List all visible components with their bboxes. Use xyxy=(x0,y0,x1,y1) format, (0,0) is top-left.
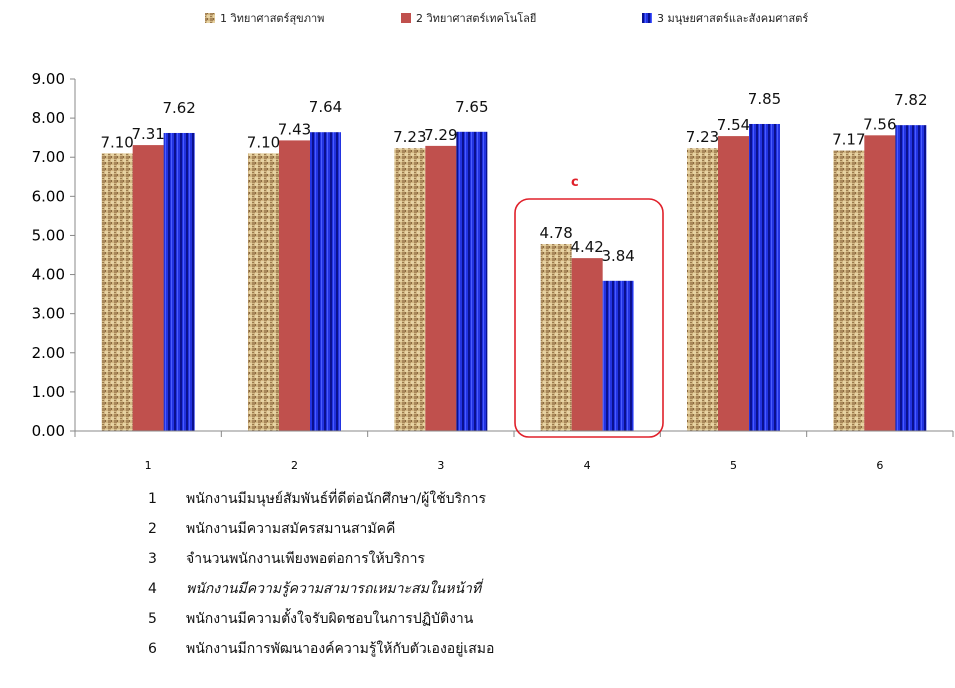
bars xyxy=(101,123,927,432)
y-tick-label: 5.00 xyxy=(32,226,65,244)
bar-series-1-cat-4 xyxy=(540,244,572,431)
data-label: 7.65 xyxy=(455,98,488,116)
y-axis: 0.00 1.00 2.00 3.00 4.00 5.00 6.00 7.00 8.00 9.00 xyxy=(32,70,76,440)
note-4: 4 พนักงานมีความรู้ความสามารถเหมาะสมในหน้า… xyxy=(148,576,494,606)
note-text: พนักงานมีการพัฒนาองค์ความรู้ให้กับตัวเอง… xyxy=(186,641,495,657)
y-tick-label: 4.00 xyxy=(32,266,65,284)
x-axis: 1 2 3 4 5 6 xyxy=(74,430,954,472)
bar-series-3-cat-6 xyxy=(895,125,927,431)
x-category-label: 5 xyxy=(730,459,737,472)
x-category-label: 4 xyxy=(584,459,591,472)
bar-series-2-cat-1 xyxy=(132,145,164,431)
highlight-label: c xyxy=(571,175,579,190)
data-label: 7.29 xyxy=(424,126,457,144)
bar-series-2-cat-6 xyxy=(864,135,896,431)
data-labels: 7.10 7.10 7.23 4.78 7.23 7.17 7.31 7.43 7.29 4.42… xyxy=(100,90,927,265)
note-num: 1 xyxy=(148,491,157,507)
note-text: พนักงานมีความสมัครสมานสามัคคี xyxy=(186,521,396,537)
data-label: 7.17 xyxy=(832,131,865,149)
bar-series-1-cat-6 xyxy=(833,150,865,431)
bar-series-3-cat-2 xyxy=(310,132,341,432)
y-tick-label: 3.00 xyxy=(32,305,65,323)
data-label: 7.62 xyxy=(162,99,195,117)
bar-series-2-cat-3 xyxy=(425,145,457,431)
y-tick-label: 1.00 xyxy=(32,383,65,401)
bar-series-1-cat-5 xyxy=(687,148,718,431)
bar-series-2-cat-2 xyxy=(279,140,310,431)
note-5: 5 พนักงานมีความตั้งใจรับผิดชอบในการปฏิบัต… xyxy=(148,606,494,636)
note-2: 2 พนักงานมีความสมัครสมานสามัคคี xyxy=(148,516,494,546)
data-label: 3.84 xyxy=(601,247,634,265)
note-num: 5 xyxy=(148,611,157,627)
y-tick-label: 8.00 xyxy=(32,109,65,127)
data-label: 7.56 xyxy=(863,115,896,133)
note-num: 6 xyxy=(148,641,157,657)
bar-series-1-cat-1 xyxy=(101,153,133,432)
data-label: 7.85 xyxy=(748,90,781,108)
bar-series-3-cat-4 xyxy=(602,280,634,431)
data-label: 7.10 xyxy=(100,133,133,151)
bar-series-3-cat-5 xyxy=(749,123,780,431)
y-tick-label: 0.00 xyxy=(32,422,65,440)
data-label: 7.64 xyxy=(309,98,342,116)
bar-series-1-cat-2 xyxy=(248,153,279,432)
note-text: พนักงานมีความตั้งใจรับผิดชอบในการปฏิบัติ… xyxy=(186,611,474,627)
note-num: 3 xyxy=(148,551,157,567)
y-tick-label: 7.00 xyxy=(32,148,65,166)
highlight-annotation: c xyxy=(514,175,664,438)
data-label: 7.31 xyxy=(131,125,164,143)
highlight-box xyxy=(514,198,664,438)
category-notes: 1 พนักงานมีมนุษย์สัมพันธ์ที่ดีต่อนักศึกษา… xyxy=(148,486,494,666)
bar-series-3-cat-3 xyxy=(456,131,488,432)
note-1: 1 พนักงานมีมนุษย์สัมพันธ์ที่ดีต่อนักศึกษา… xyxy=(148,486,494,516)
data-label: 7.10 xyxy=(247,133,280,151)
data-label: 7.23 xyxy=(686,128,719,146)
bar-chart: 1 วิทยาศาสตร์สุขภาพ 2 วิทยาศาสตร์เทคโนโล… xyxy=(32,11,954,472)
bar-series-2-cat-5 xyxy=(718,136,749,431)
legend-item-3: 3 มนุษยศาสตร์และสังคมศาสตร์ xyxy=(642,12,808,25)
legend-label-3: 3 มนุษยศาสตร์และสังคมศาสตร์ xyxy=(657,12,808,25)
legend-item-2: 2 วิทยาศาสตร์เทคโนโลยี xyxy=(401,11,536,25)
legend: 1 วิทยาศาสตร์สุขภาพ 2 วิทยาศาสตร์เทคโนโล… xyxy=(205,11,808,25)
data-label: 7.43 xyxy=(278,120,311,138)
y-tick-label: 6.00 xyxy=(32,187,65,205)
x-category-label: 3 xyxy=(437,459,444,472)
note-6: 6 พนักงานมีการพัฒนาองค์ความรู้ให้กับตัวเอ… xyxy=(148,636,494,666)
data-label: 4.78 xyxy=(539,224,572,242)
note-3: 3 จำนวนพนักงานเพียงพอต่อการให้บริการ xyxy=(148,546,494,576)
bar-series-3-cat-1 xyxy=(163,132,195,431)
legend-label-2: 2 วิทยาศาสตร์เทคโนโลยี xyxy=(416,11,536,25)
legend-swatch-3 xyxy=(642,13,652,23)
data-label: 4.42 xyxy=(570,238,603,256)
data-label: 7.23 xyxy=(393,128,426,146)
note-num: 4 xyxy=(148,581,157,597)
y-tick-label: 9.00 xyxy=(32,70,65,88)
legend-item-1: 1 วิทยาศาสตร์สุขภาพ xyxy=(205,12,324,25)
legend-label-1: 1 วิทยาศาสตร์สุขภาพ xyxy=(220,12,324,25)
bar-series-1-cat-3 xyxy=(394,148,426,431)
x-category-label: 1 xyxy=(145,459,152,472)
legend-swatch-2 xyxy=(401,13,411,23)
data-label: 7.82 xyxy=(894,91,927,109)
legend-swatch-1 xyxy=(205,13,215,23)
bar-series-2-cat-4 xyxy=(571,258,603,431)
x-category-label: 6 xyxy=(876,459,883,472)
note-text: จำนวนพนักงานเพียงพอต่อการให้บริการ xyxy=(186,551,425,567)
note-text: พนักงานมีมนุษย์สัมพันธ์ที่ดีต่อนักศึกษา/… xyxy=(186,491,486,507)
y-tick-label: 2.00 xyxy=(32,344,65,362)
data-label: 7.54 xyxy=(717,116,750,134)
note-text: พนักงานมีความรู้ความสามารถเหมาะสมในหน้าท… xyxy=(186,581,482,597)
x-category-label: 2 xyxy=(291,459,298,472)
note-num: 2 xyxy=(148,521,157,537)
